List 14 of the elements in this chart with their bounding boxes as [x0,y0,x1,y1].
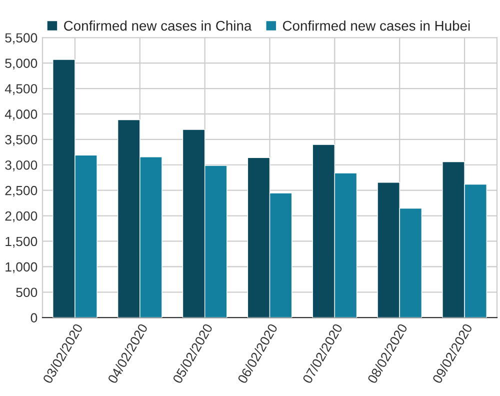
y-tick-label: 5,000 [5,58,38,70]
y-tick-label: 4,000 [4,110,38,120]
y-tick-label: 3,000 [5,160,38,172]
y-tick-label: 1,500 [6,236,38,248]
y-tick-label: 500 [16,288,38,298]
y-tick-label: 2,000 [5,211,38,222]
y-tick-label: 0 [30,313,38,323]
y-tick-label: 5,500 [5,33,38,44]
y-tick-label: 3,500 [5,134,38,146]
legend-label: Confirmed new cases in China [64,20,252,31]
y-tick-label: 1,000 [6,262,38,274]
y-tick-label: 4,500 [4,84,38,95]
legend-label: Confirmed new cases in Hubei [282,20,470,31]
y-tick-label: 2,500 [5,186,38,197]
